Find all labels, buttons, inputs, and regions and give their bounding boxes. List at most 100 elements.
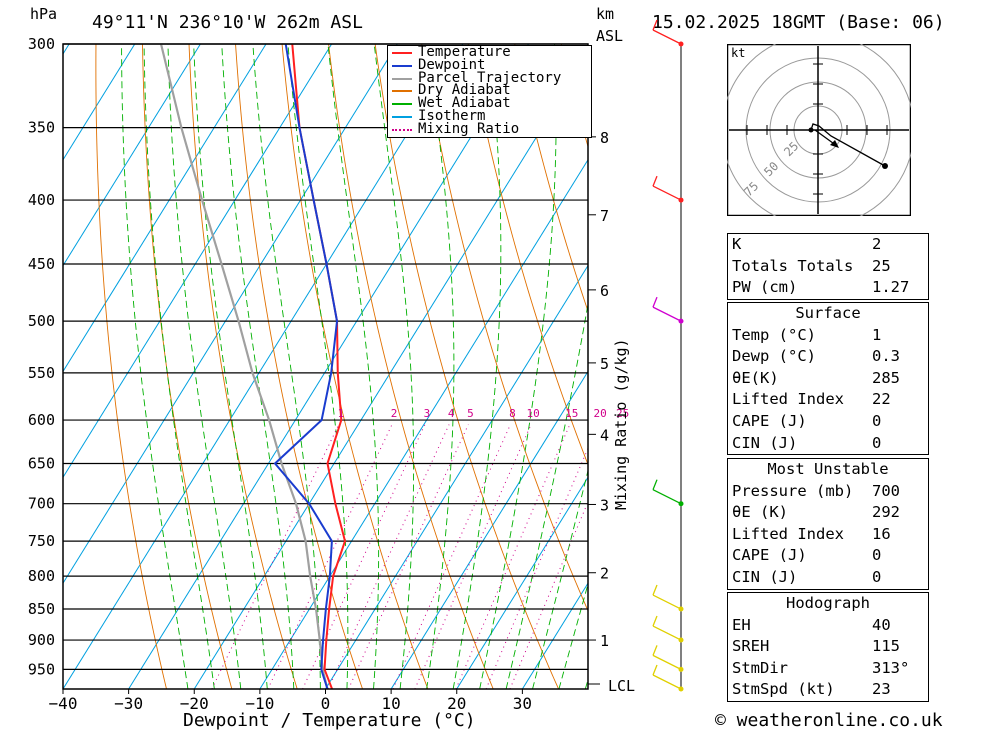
mixing-ratio-label: 5: [467, 407, 474, 420]
temperature-tick-label: 10: [381, 694, 400, 713]
legend-label: Mixing Ratio: [418, 120, 520, 137]
x-axis-title: Dewpoint / Temperature (°C): [183, 710, 476, 731]
mixing-ratio-line: [485, 447, 588, 689]
legend-swatch: [392, 128, 412, 131]
dry-adiabat-line: [467, 44, 588, 466]
plot-frame: [62, 43, 589, 690]
pressure-tick-label: 850: [28, 600, 55, 618]
most-unstable-box: Most Unstable Pressure (mb) 700 θE (K) 292…: [727, 458, 929, 590]
height-km-label: 3: [600, 496, 609, 514]
wind-barb: [652, 625, 682, 641]
legend-label: Dry Adiabat: [418, 82, 511, 99]
temperature-tick-label: −20: [180, 694, 209, 713]
wet-adiabat-line: [193, 44, 268, 689]
dry-adiabat-line: [421, 44, 588, 612]
mixing-ratio-label: 25: [616, 407, 629, 420]
legend-label: Wet Adiabat: [418, 95, 511, 112]
legend-swatch: [392, 77, 412, 80]
legend-swatch: [392, 90, 412, 93]
legend-swatch: [392, 52, 412, 54]
pressure-tick-label: 400: [28, 191, 55, 209]
dry-adiabat-line: [654, 44, 720, 689]
dry-adiabat-line: [95, 44, 167, 689]
datetime-title: 15.02.2025 18GMT (Base: 06): [652, 12, 945, 33]
wet-adiabat-line: [505, 301, 588, 689]
wet-adiabat-line: [558, 582, 588, 689]
pressure-tick-label: 800: [28, 567, 55, 585]
height-km-label: 6: [600, 282, 609, 300]
mixing-ratio-label: 2: [391, 407, 398, 420]
hodograph-stats-title: Hodograph: [786, 594, 870, 612]
isotherm-line: [128, 44, 529, 689]
legend-label: Isotherm: [418, 107, 486, 124]
wind-barb: [652, 654, 682, 670]
wet-adiabat-line: [373, 44, 415, 689]
most-unstable-title: Most Unstable: [767, 460, 889, 478]
mixing-ratio-label: 8: [509, 407, 516, 420]
isotherm-line: [63, 44, 464, 689]
dry-adiabat-line: [514, 44, 588, 313]
hodograph-stats-box: Hodograph EH 40 SREH 115 StmDir 313° StmSpd…: [727, 592, 929, 702]
isotherm-line: [0, 44, 4, 689]
pressure-tick-label: 350: [28, 119, 55, 137]
wet-adiabat-line: [452, 44, 502, 689]
isotherm-line: [259, 158, 588, 689]
mixing-ratio-label: 4: [448, 407, 455, 420]
wind-barb: [652, 29, 682, 45]
dry-adiabat-line: [188, 44, 298, 689]
height-km-label: 7: [600, 207, 609, 225]
legend-item: Dewpoint: [388, 58, 591, 72]
legend-item: Isotherm: [388, 107, 591, 124]
temperature-tick-label: 20: [447, 694, 466, 713]
isotherm-line: [63, 44, 136, 161]
pressure-tick-label: 900: [28, 631, 55, 649]
mixing-ratio-line: [348, 424, 469, 689]
mixing-ratio-line: [267, 424, 393, 689]
mixing-ratio-label: 20: [594, 407, 607, 420]
temperature-tick-label: −40: [49, 694, 78, 713]
wet-adiabat-line: [327, 44, 380, 689]
height-km-label: 2: [600, 565, 609, 583]
mixing-ratio-axis-title: Mixing Ratio (g/kg): [612, 338, 630, 510]
copyright: © weatheronline.co.uk: [715, 710, 943, 731]
wet-adiabat-line: [479, 44, 557, 689]
wind-barb: [652, 674, 682, 690]
mixing-ratio-line: [392, 424, 511, 689]
legend-item: Mixing Ratio: [388, 120, 591, 137]
lcl-label: LCL: [608, 677, 636, 695]
isotherm-line: [63, 44, 201, 267]
pressure-tick-label: 700: [28, 495, 55, 513]
isotherm-line: [63, 44, 333, 479]
isotherm-line: [63, 44, 267, 373]
surface-title: Surface: [795, 304, 861, 322]
temperature-tick-label: 30: [513, 694, 532, 713]
height-unit-km: km: [596, 5, 615, 23]
pressure-tick-label: 750: [28, 532, 55, 550]
hodograph: kt 25 50 75: [727, 44, 911, 216]
parcel-trajectory-line: [159, 44, 329, 689]
dry-adiabat-line: [142, 44, 233, 689]
skewt-chart: 3003504004505005506006507007508008509009…: [0, 19, 720, 713]
mixing-ratio-line: [509, 500, 588, 689]
temperature-tick-label: 0: [321, 694, 331, 713]
height-km-label: 1: [600, 632, 609, 650]
wet-adiabat-line: [121, 44, 189, 689]
mixing-ratio-label: 1: [338, 407, 345, 420]
wet-adiabat-line: [167, 44, 242, 689]
wet-adiabat-line: [143, 44, 215, 689]
temperature-tick-label: −10: [245, 694, 274, 713]
height-km-label: 4: [600, 426, 609, 444]
pressure-tick-label: 450: [28, 255, 55, 273]
mixing-ratio-label: 3: [424, 407, 431, 420]
legend-swatch: [392, 64, 412, 67]
pressure-tick-label: 650: [28, 454, 55, 472]
pressure-tick-label: 950: [28, 660, 55, 678]
legend-item: Temperature: [388, 45, 591, 59]
dry-adiabat-line: [328, 44, 494, 689]
legend-swatch: [392, 115, 412, 118]
wind-barb: [652, 489, 682, 505]
dry-adiabat-line: [374, 44, 559, 689]
legend-item: Parcel Trajectory: [388, 71, 591, 85]
pressure-tick-label: 600: [28, 411, 55, 429]
